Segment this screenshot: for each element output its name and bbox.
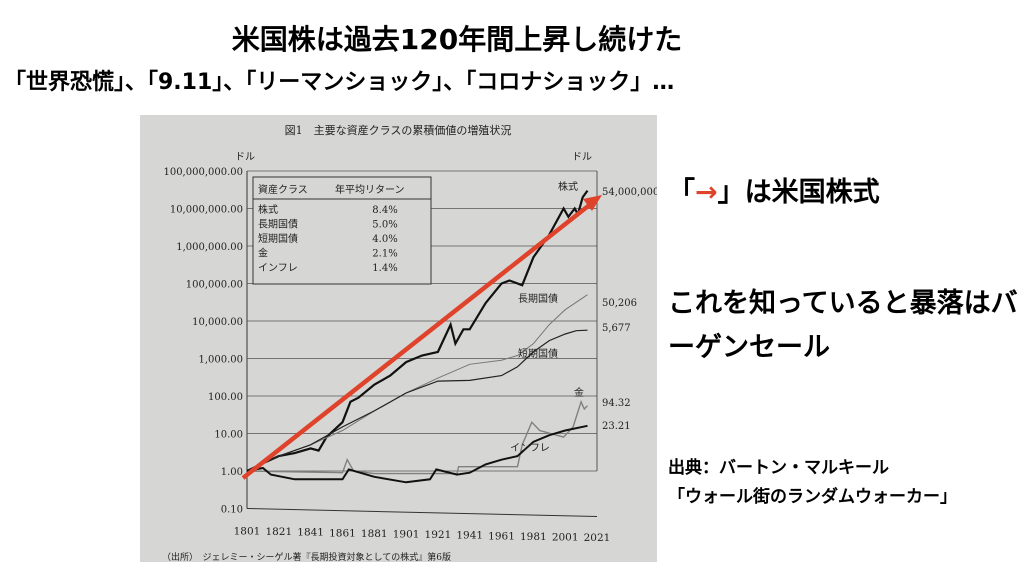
legend-asset: 株式 [258,203,278,216]
chart: 図1 主要な資産クラスの累積価値の増殖状況 ドル ドル 100,000,000.… [162,123,659,563]
red-trend-arrow [241,195,602,480]
x-tick-label: 1881 [361,528,388,540]
y-tick-label: 1.00 [221,467,243,478]
series-line-4 [246,424,588,484]
x-tick-label: 1901 [393,529,420,541]
y-tick-label: 100,000.00 [186,280,243,291]
x-tick-label: 1921 [425,529,452,541]
legend-return: 1.4% [372,263,397,274]
y-tick-label: 10,000,000.00 [170,205,243,216]
x-axis-line [246,508,598,517]
x-tick-label: 1961 [488,530,515,542]
y-tick-label: 100.00 [208,392,243,403]
x-tick-label: 1861 [329,527,356,539]
legend-return: 4.0% [372,234,397,245]
legend-asset: 長期国債 [258,218,298,231]
legend-return: 5.0% [372,220,397,231]
slide-title: 米国株は過去120年間上昇し続けた [231,23,683,56]
series-line-2 [246,329,588,472]
legend-return: 2.1% [372,249,397,260]
source-line-1: 出典：バートン・マルキール [668,458,889,478]
x-tick-label: 2001 [552,532,579,544]
arrow-note: 「→」は米国株式 [668,170,880,209]
y-tick-label: 100,000,000.00 [163,167,243,178]
legend-asset: インフレ [258,263,298,274]
legend-asset: 短期国債 [258,232,298,245]
x-tick-label: 1941 [456,530,483,542]
y-axis-label-left: ドル [235,152,255,163]
x-tick-label: 1801 [234,526,261,538]
legend-header-class: 資産クラス [258,183,308,196]
y-tick-label: 10,000.00 [192,317,243,328]
series-end-label: 54,000,000 [602,187,657,198]
y-tick-label: 1,000,000.00 [176,242,243,253]
x-tick-label: 2021 [584,532,611,544]
series-name-label: 株式 [558,180,578,193]
note-close: 」は米国株式 [717,177,880,208]
source-citation: 出典：バートン・マルキール「ウォール街のランダムウォーカー」 [668,454,988,512]
y-tick-label: 0.10 [221,505,243,516]
y-tick-label: 10.00 [214,430,243,441]
legend: 資産クラス 年平均リターン 株式 8.4% 長期国債 5.0% 短期国債 4.0% 金 2.1… [252,176,432,285]
legend-asset: 金 [258,247,268,260]
message: これを知っていると暴落はバーゲンセール [668,288,1018,363]
x-tick-label: 1821 [265,526,292,538]
red-arrow-icon: → [695,177,718,208]
chart-title: 図1 主要な資産クラスの累積価値の増殖状況 [285,123,512,137]
series-name-label: 短期国債 [518,347,558,360]
series-end-label: 50,206 [602,298,637,309]
series-line-0 [246,189,589,472]
series-name-label: 金 [574,386,584,399]
chart-source: （出所） ジェレミー・シーゲル著『長期投資対象としての株式』第6版 [162,551,451,562]
series-name-label: 長期国債 [518,292,558,305]
x-tick-label: 1981 [520,531,547,543]
y-tick-label: 1,000.00 [198,355,243,366]
x-tick-label: 1841 [297,527,324,539]
series-end-label: 23.21 [602,421,631,432]
y-axis-label-right: ドル [572,152,592,163]
series-line-3 [246,399,589,475]
series-name-label: インフレ [510,443,550,454]
legend-return: 8.4% [372,205,397,216]
slide-subtitle: 「世界恐慌」、「9.11」、「リーマンショック」、「コロナショック」… [4,70,675,95]
series-end-label: 94.32 [602,398,631,409]
note-open: 「 [668,177,695,208]
chart-photo: 図1 主要な資産クラスの累積価値の増殖状況 ドル ドル 100,000,000.… [140,115,659,563]
legend-header-return: 年平均リターン [335,183,405,196]
series-end-label: 5,677 [602,323,631,334]
source-line-2: 「ウォール街のランダムウォーカー」 [668,487,957,507]
